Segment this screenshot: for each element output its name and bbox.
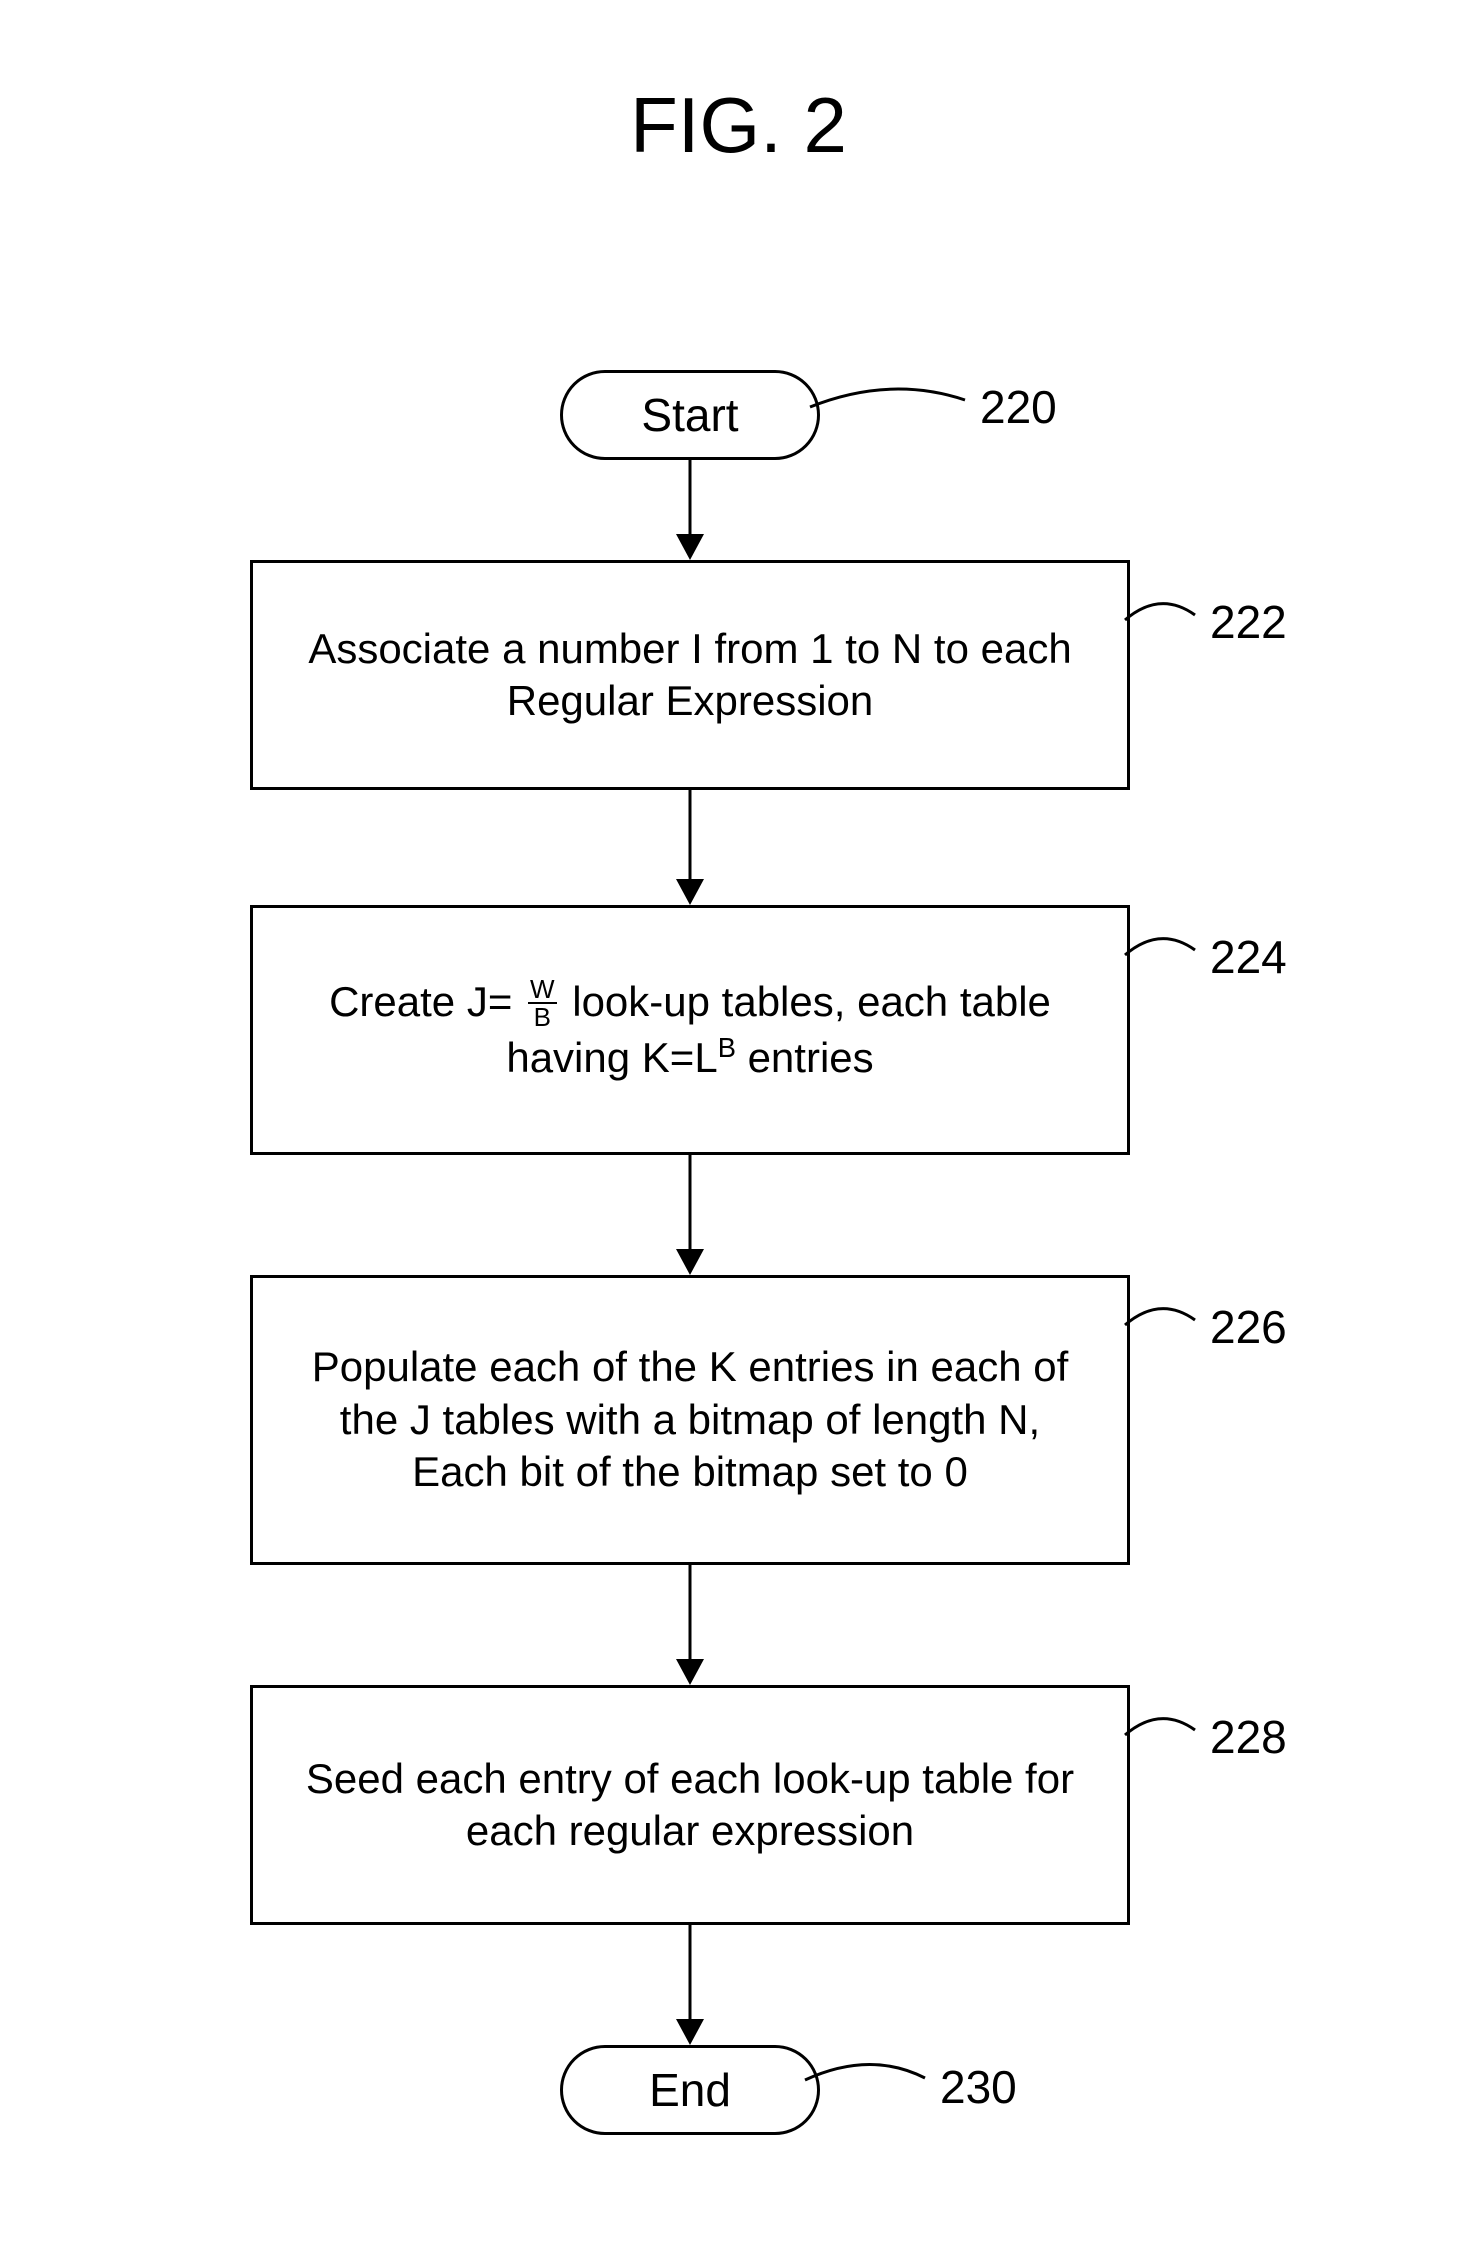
ref-220: 220 (980, 380, 1057, 434)
step-create-tables: Create J= WB look-up tables, each table … (250, 905, 1130, 1155)
ref-230: 230 (940, 2060, 1017, 2114)
end-label: End (649, 2063, 731, 2117)
step-create-tables-label: Create J= WB look-up tables, each table … (293, 976, 1087, 1084)
end-node: End (560, 2045, 820, 2135)
figure-title: FIG. 2 (0, 80, 1477, 171)
start-label: Start (641, 388, 738, 442)
ref-226: 226 (1210, 1300, 1287, 1354)
flowchart-page: FIG. 2 Start 220 Associate a number I fr… (0, 0, 1477, 2262)
ref-224: 224 (1210, 930, 1287, 984)
step-associate: Associate a number I from 1 to N to each… (250, 560, 1130, 790)
ref-228: 228 (1210, 1710, 1287, 1764)
step-seed-label: Seed each entry of each look-up table fo… (293, 1753, 1087, 1858)
ref-222: 222 (1210, 595, 1287, 649)
step-populate: Populate each of the K entries in each o… (250, 1275, 1130, 1565)
step-seed: Seed each entry of each look-up table fo… (250, 1685, 1130, 1925)
start-node: Start (560, 370, 820, 460)
step-populate-label: Populate each of the K entries in each o… (293, 1341, 1087, 1499)
step-associate-label: Associate a number I from 1 to N to each… (293, 623, 1087, 728)
